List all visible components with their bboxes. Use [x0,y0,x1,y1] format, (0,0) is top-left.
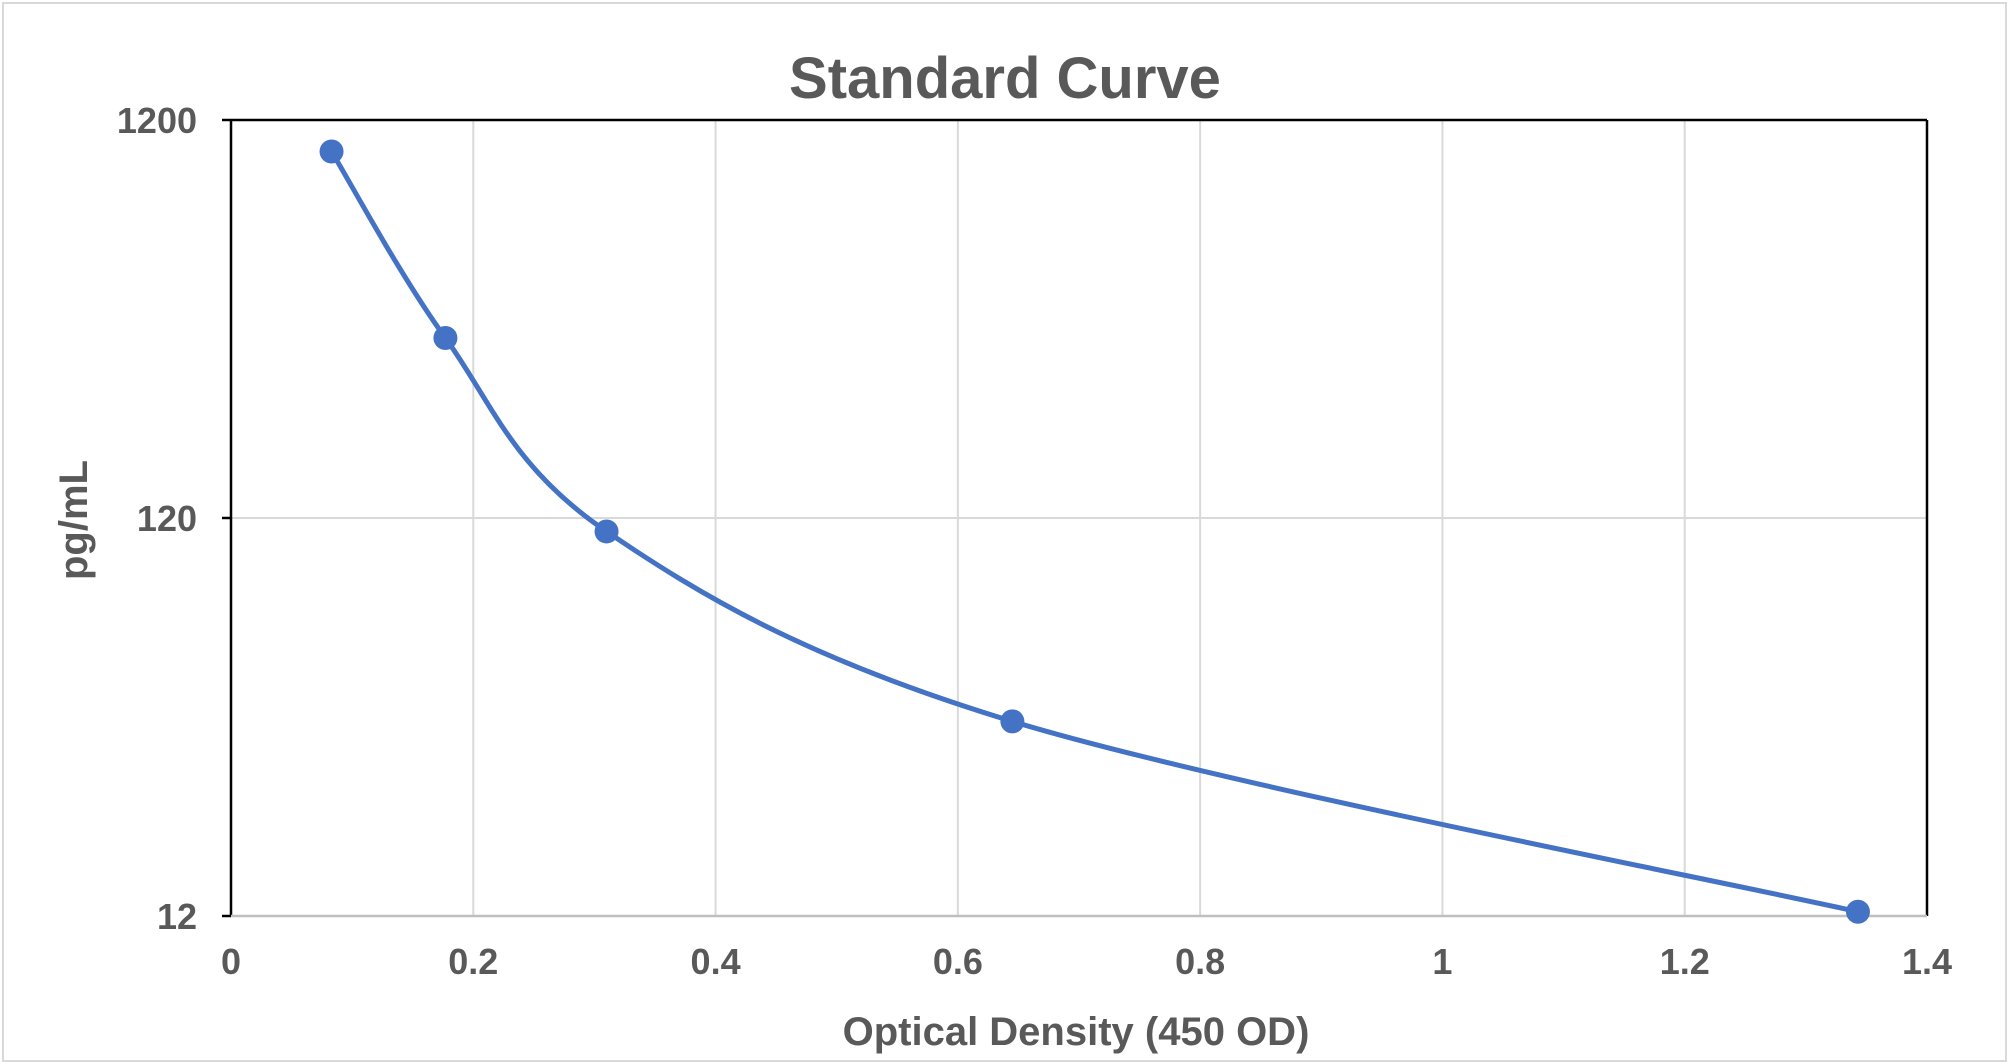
data-point [1000,709,1025,734]
data-point [594,519,619,544]
tick-labels: 0 0.2 0.4 0.6 0.8 1 1.2 1.4 12 120 1200 [117,100,1952,982]
x-axis-title: Optical Density (450 OD) [843,1010,1310,1054]
data-point [433,325,458,350]
x-tick-label: 1.4 [1902,941,1952,982]
x-tick-label: 1 [1432,941,1452,982]
x-tick-label: 1.2 [1660,941,1710,982]
axes [222,118,1929,918]
series-line [329,149,1861,915]
y-tick-label: 120 [137,498,197,539]
x-tick-label: 0 [221,941,241,982]
data-point [319,139,344,164]
gridlines [231,120,1927,916]
y-axis-title: pg/mL [52,460,96,580]
chart-svg: 0 0.2 0.4 0.6 0.8 1 1.2 1.4 12 120 1200 Standard C… [52,46,1952,1054]
x-tick-label: 0.2 [448,941,498,982]
x-tick-label: 0.6 [933,941,983,982]
series-layer [319,139,1870,924]
x-tick-label: 0.8 [1175,941,1225,982]
y-tick-label: 1200 [117,100,197,141]
chart-title: Standard Curve [789,46,1221,111]
y-tick-label: 12 [157,896,197,937]
x-tick-label: 0.4 [691,941,741,982]
data-point [1845,899,1870,924]
